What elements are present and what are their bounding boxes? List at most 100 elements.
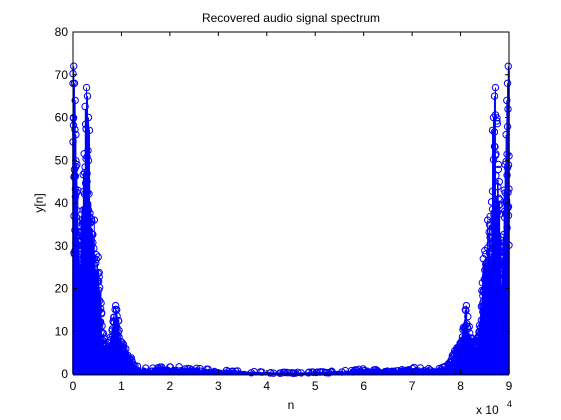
stem-marker — [503, 96, 511, 105]
stem-marker — [484, 309, 493, 317]
stem-marker — [437, 365, 445, 373]
x-tick-label: 3 — [215, 379, 222, 393]
stem-marker — [500, 186, 508, 194]
stem-marker — [89, 230, 97, 239]
stem-marker — [90, 244, 98, 253]
stem-marker — [294, 368, 302, 377]
stem-marker — [483, 216, 492, 224]
stem-marker — [73, 160, 81, 169]
stem-marker — [328, 368, 336, 376]
x-axis-ticks: 0 1 2 3 4 5 6 7 8 9 — [70, 32, 513, 393]
stem-marker — [84, 146, 92, 155]
stem-marker — [98, 329, 107, 337]
stem-marker — [98, 322, 106, 330]
stem-marker — [77, 310, 85, 319]
stem-marker — [472, 356, 480, 365]
stem-marker — [452, 358, 460, 366]
stem-marker — [95, 283, 104, 292]
stem-marker — [498, 293, 506, 302]
stem-marker — [504, 62, 512, 70]
stem-marker — [266, 368, 275, 377]
x-tick-label: 9 — [506, 379, 513, 393]
stem-marker — [490, 128, 499, 136]
stem-marker — [79, 271, 88, 280]
stem-marker — [491, 267, 499, 276]
stem-marker — [492, 172, 500, 180]
stem-marker — [71, 125, 79, 134]
stem-marker — [77, 296, 85, 304]
y-tick-label: 40 — [55, 196, 69, 210]
stem-marker — [494, 182, 502, 191]
stem-marker — [424, 364, 433, 373]
x-axis-exponent-label: x 10 — [476, 403, 499, 417]
stem-marker — [499, 310, 508, 319]
stem-marker — [96, 318, 105, 326]
stem-marker — [71, 96, 79, 105]
y-tick-label: 50 — [55, 153, 69, 167]
stem-marker — [491, 83, 500, 92]
stem-marker — [210, 367, 219, 376]
stem-marker — [77, 250, 85, 259]
stem-marker — [484, 291, 492, 299]
stem-marker — [93, 290, 101, 298]
stem-marker — [486, 304, 495, 312]
stem-marker — [76, 287, 84, 296]
y-axis-ticks: 0 10 20 30 40 50 60 70 80 — [55, 25, 509, 381]
stem-marker — [489, 277, 497, 285]
stem-marker — [71, 193, 80, 201]
stem-marker — [95, 268, 103, 277]
stem-marker — [74, 186, 82, 194]
stem-marker — [491, 142, 499, 151]
stem-marker — [81, 120, 90, 128]
stem-marker — [104, 357, 112, 365]
stem-marker — [119, 340, 128, 348]
stem-marker — [92, 251, 100, 259]
stem-marker — [471, 353, 480, 362]
stem-marker — [488, 126, 497, 135]
stem-marker — [89, 238, 97, 247]
stem-marker — [204, 365, 212, 374]
y-tick-label: 0 — [61, 367, 68, 381]
x-axis-label: n — [288, 398, 295, 412]
stem-marker — [313, 368, 321, 376]
stem-marker — [80, 241, 88, 250]
stem-marker — [84, 156, 93, 165]
stem-marker — [94, 253, 102, 261]
stem-marker — [84, 113, 93, 122]
stem-marker — [473, 355, 481, 363]
stem-marker — [492, 206, 501, 214]
stem-marker — [92, 259, 100, 267]
stem-marker — [484, 259, 492, 267]
stem-marker — [483, 292, 491, 301]
stem-marker — [76, 280, 84, 288]
stem-marker — [482, 278, 490, 286]
stem-marker — [480, 301, 488, 309]
y-tick-label: 20 — [55, 282, 69, 296]
stem-marker — [503, 79, 512, 88]
stem-marker — [83, 177, 91, 186]
stem-marker — [76, 283, 84, 291]
x-tick-label: 6 — [360, 379, 367, 393]
stem-marker — [474, 349, 482, 358]
stem-marker — [494, 165, 503, 174]
stem-marker — [493, 119, 502, 128]
stem-marker — [489, 239, 498, 248]
stem-marker — [77, 291, 85, 299]
stem-marker — [503, 150, 511, 158]
stem-marker — [122, 345, 130, 353]
stem-marker — [488, 282, 496, 291]
stem-marker — [94, 269, 102, 278]
x-tick-label: 0 — [70, 379, 77, 393]
stem-marker — [499, 301, 507, 309]
x-tick-label: 8 — [457, 379, 464, 393]
stem-marker — [487, 250, 495, 259]
stem-marker — [480, 321, 488, 329]
stem-marker — [496, 196, 504, 204]
axes-background — [73, 32, 509, 374]
stem-marker — [501, 160, 509, 169]
x-tick-label: 4 — [263, 379, 270, 393]
stem-marker — [495, 284, 504, 293]
stem-marker — [461, 306, 470, 314]
stem-marker — [486, 298, 495, 307]
